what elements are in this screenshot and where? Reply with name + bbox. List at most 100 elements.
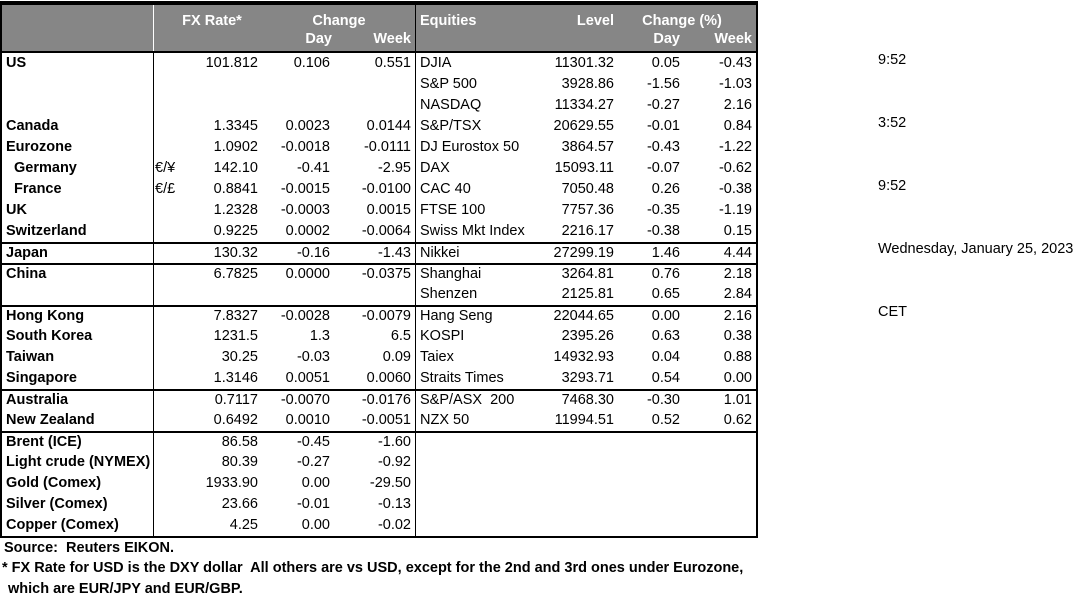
- equity-week-change-value: 0.38: [723, 328, 752, 344]
- fx-rate-value: 7.8327: [213, 308, 258, 324]
- fx-row: Taiwan 30.25 -0.03 0.09: [2, 347, 415, 368]
- equity-day-change-value: -0.38: [646, 223, 680, 239]
- fx-row: UK 1.2328 -0.0003 0.0015: [2, 200, 415, 221]
- timezone-label: CET: [878, 304, 907, 320]
- fx-row-label: Australia: [6, 392, 69, 408]
- equity-week-change-value: 4.44: [723, 245, 752, 261]
- equity-index-label: FTSE 100: [420, 202, 486, 218]
- equity-row: Hang Seng 22044.65 0.00 2.16: [416, 305, 756, 326]
- equity-day-change-value: 1.46: [651, 245, 680, 261]
- fx-week-change-value: -29.50: [369, 475, 411, 491]
- equity-row: Shanghai 3264.81 0.76 2.18: [416, 263, 756, 284]
- equity-week-change-value: -0.38: [718, 181, 752, 197]
- header-column-divider: [153, 5, 154, 51]
- fx-day-change-value: 0.106: [293, 55, 330, 71]
- fx-row: Switzerland 0.9225 0.0002 -0.0064: [2, 221, 415, 242]
- equity-index-label: S&P/TSX: [420, 118, 482, 134]
- fx-row: South Korea 1231.5 1.3 6.5: [2, 326, 415, 347]
- fx-day-change-value: -0.27: [296, 454, 330, 470]
- equity-row: Swiss Mkt Index 2216.17 -0.38 0.15: [416, 221, 756, 242]
- equity-level-value: 11334.27: [554, 97, 614, 113]
- report-date: Wednesday, January 25, 2023: [878, 241, 1074, 257]
- fx-footnote-line-1: * FX Rate for USD is the DXY dollar All …: [2, 560, 744, 576]
- fx-row-label: UK: [6, 202, 27, 218]
- equity-week-change-value: 2.16: [723, 308, 752, 324]
- fx-rate-value: 1231.5: [213, 328, 258, 344]
- fx-row-label: Germany: [14, 160, 77, 176]
- equity-row: FTSE 100 7757.36 -0.35 -1.19: [416, 200, 756, 221]
- fx-rate-value: 101.812: [205, 55, 258, 71]
- equity-week-change-value: 0.15: [723, 223, 752, 239]
- fx-table-header: FX Rate* Change Day Week: [2, 5, 415, 53]
- fx-week-change-value: 0.0060: [366, 370, 411, 386]
- fx-week-change-value: -1.43: [377, 245, 411, 261]
- equity-level-value: 2395.26: [561, 328, 614, 344]
- level-column-header: Level: [576, 13, 614, 29]
- fx-day-change-value: -0.41: [296, 160, 330, 176]
- fx-week-column-header: Week: [373, 31, 411, 47]
- fx-rate-value: 1.0902: [213, 139, 258, 155]
- equity-day-change-value: 0.65: [651, 286, 680, 302]
- fx-day-change-value: 0.0002: [285, 223, 330, 239]
- equity-week-change-value: 0.00: [723, 370, 752, 386]
- equity-week-change-value: -1.22: [718, 139, 752, 155]
- fx-row: Light crude (NYMEX) 80.39 -0.27 -0.92: [2, 452, 415, 473]
- equity-day-change-value: -0.07: [646, 160, 680, 176]
- equities-day-column-header: Day: [653, 31, 680, 47]
- fx-rate-value: 0.6492: [213, 412, 258, 428]
- fx-row: Brent (ICE) 86.58 -0.45 -1.60: [2, 431, 415, 452]
- equity-day-change-value: 0.63: [651, 328, 680, 344]
- fx-day-change-value: -0.03: [296, 349, 330, 365]
- fx-week-change-value: -0.0111: [363, 139, 411, 155]
- fx-row: US 101.812 0.106 0.551: [2, 53, 415, 74]
- fx-day-change-value: -0.0028: [280, 308, 330, 324]
- equity-row: CAC 40 7050.48 0.26 -0.38: [416, 179, 756, 200]
- equity-level-value: 7468.30: [561, 392, 614, 408]
- equity-index-label: Straits Times: [420, 370, 504, 386]
- equity-day-change-value: -0.30: [646, 392, 680, 408]
- equities-table-header: Equities Level Change (%) Day Week: [416, 5, 756, 53]
- equity-row: DJIA 11301.32 0.05 -0.43: [416, 53, 756, 74]
- fx-day-change-value: 0.0000: [285, 266, 330, 282]
- equity-week-change-value: 2.16: [723, 97, 752, 113]
- currency-pair-label: €/£: [155, 181, 176, 197]
- equity-level-value: 2216.17: [561, 223, 614, 239]
- equity-level-value: 20629.55: [553, 118, 614, 134]
- clock-time-1: 9:52: [878, 52, 907, 68]
- equity-index-label: S&P/ASX 200: [420, 392, 515, 408]
- equity-day-change-value: -1.56: [646, 76, 680, 92]
- fx-row-label: Eurozone: [6, 139, 73, 155]
- equity-index-label: Taiex: [420, 349, 454, 365]
- fx-rate-value: 1.3345: [213, 118, 258, 134]
- equities-column-header: Equities: [420, 13, 477, 29]
- equity-level-value: 11994.51: [554, 412, 614, 428]
- fx-rate-value: 4.25: [229, 517, 258, 533]
- fx-week-change-value: -0.0100: [361, 181, 411, 197]
- fx-rate-value: 130.32: [213, 245, 258, 261]
- equity-day-change-value: -0.01: [646, 118, 680, 134]
- equity-level-value: 27299.19: [553, 245, 614, 261]
- fx-day-change-value: -0.45: [296, 434, 330, 450]
- equity-week-change-value: -1.19: [718, 202, 752, 218]
- equity-row: NASDAQ 11334.27 -0.27 2.16: [416, 95, 756, 116]
- equity-index-label: DAX: [420, 160, 450, 176]
- equity-row: DJ Eurostox 50 3864.57 -0.43 -1.22: [416, 137, 756, 158]
- fx-week-change-value: -0.02: [377, 517, 411, 533]
- equity-level-value: 2125.81: [561, 286, 614, 302]
- fx-row: Singapore 1.3146 0.0051 0.0060: [2, 368, 415, 389]
- equity-day-change-value: -0.27: [646, 97, 680, 113]
- fx-row-label: Gold (Comex): [6, 475, 102, 491]
- equities-change-column-header: Change (%): [642, 13, 722, 29]
- fx-week-change-value: -0.0176: [361, 392, 411, 408]
- fx-rate-value: 6.7825: [213, 266, 258, 282]
- fx-day-change-value: 1.3: [309, 328, 330, 344]
- equity-week-change-value: 2.84: [723, 286, 752, 302]
- fx-day-change-value: 0.00: [301, 475, 330, 491]
- equity-index-label: NASDAQ: [420, 97, 482, 113]
- fx-row: Eurozone 1.0902 -0.0018 -0.0111: [2, 137, 415, 158]
- fx-row: Canada 1.3345 0.0023 0.0144: [2, 116, 415, 137]
- fx-row: Gold (Comex) 1933.90 0.00 -29.50: [2, 473, 415, 494]
- fx-column-divider: [153, 53, 154, 536]
- currency-pair-label: €/¥: [155, 160, 176, 176]
- equity-index-label: NZX 50: [420, 412, 470, 428]
